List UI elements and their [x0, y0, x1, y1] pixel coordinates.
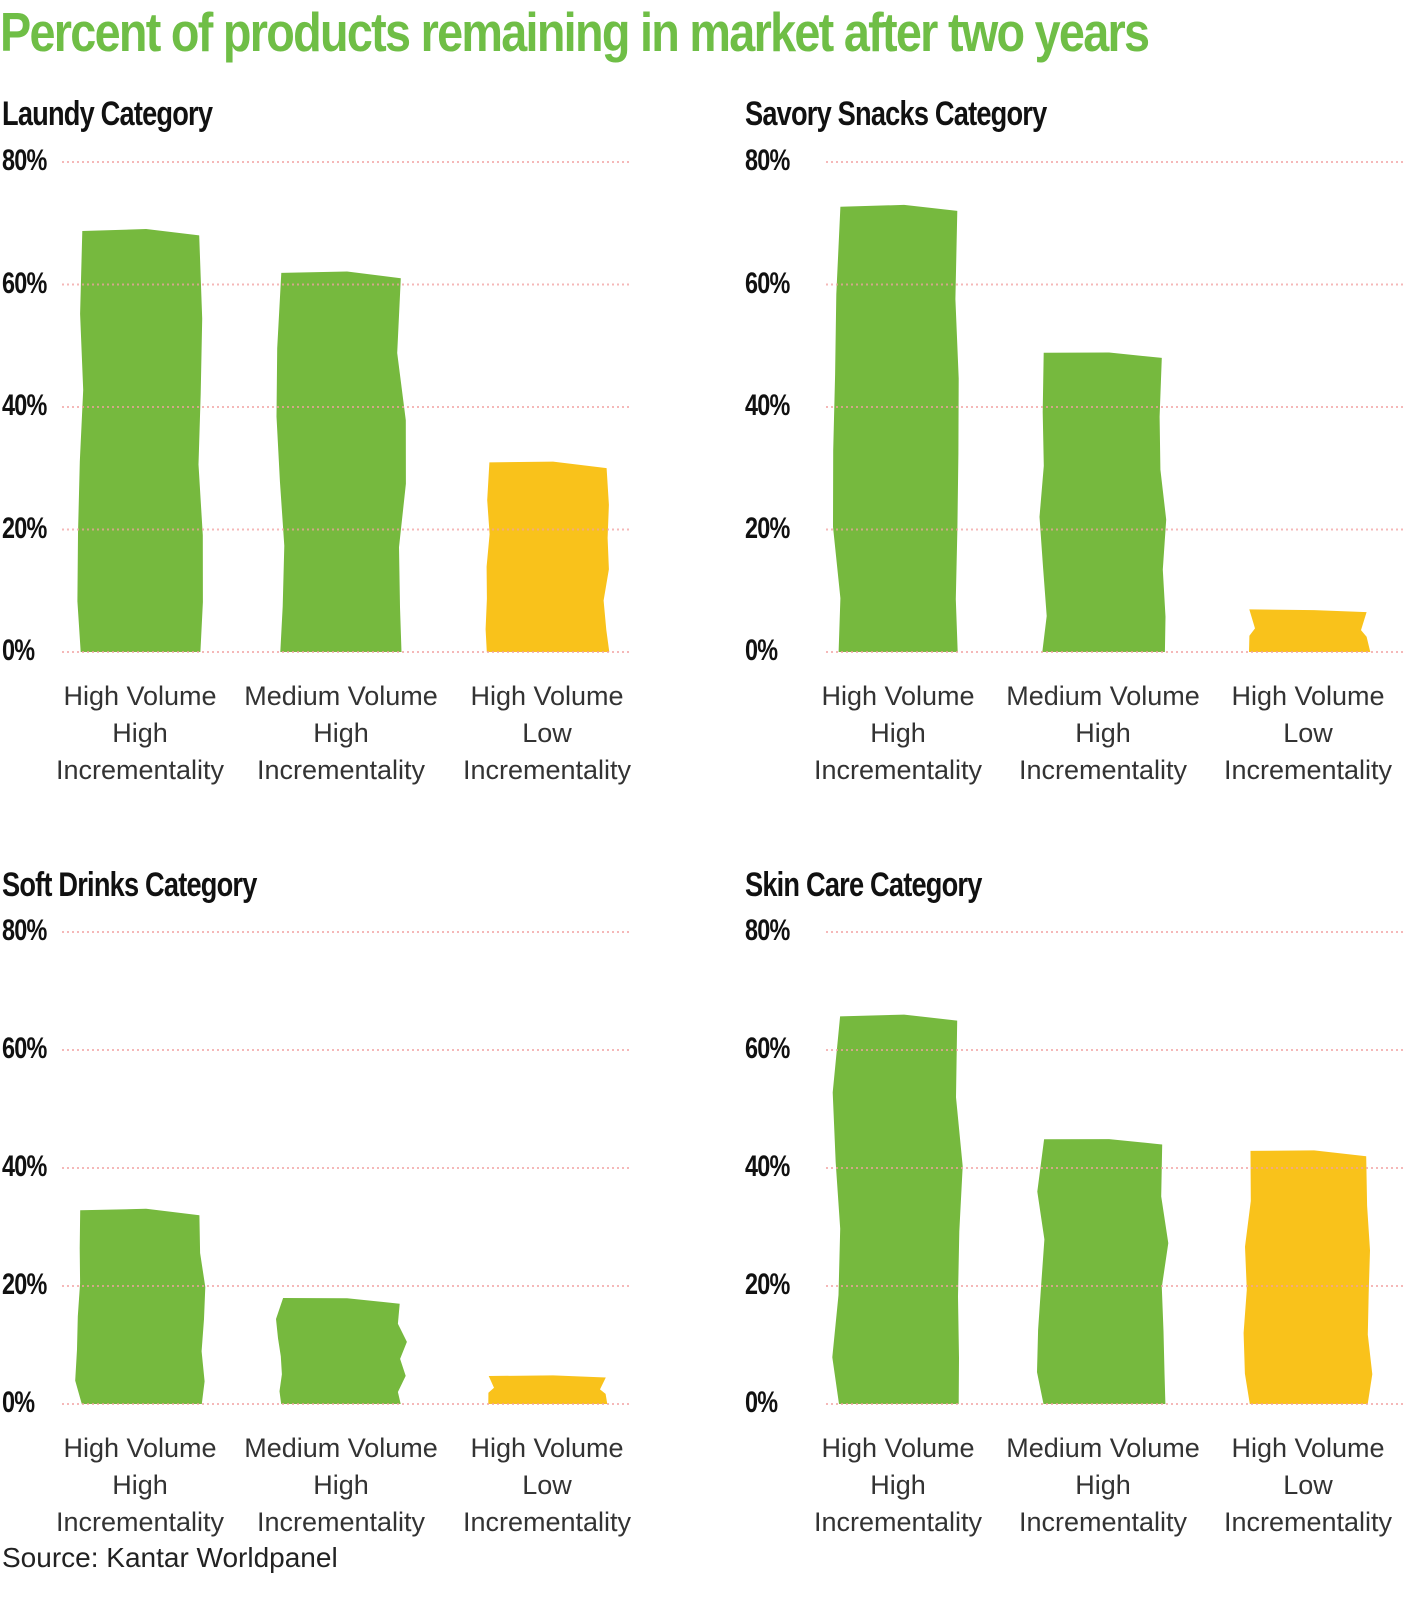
ytick-skin-care-category-0%: 0%: [745, 1386, 778, 1419]
bar-laundy-category-0: [77, 229, 203, 652]
bar-skin-care-category-2: [1243, 1150, 1373, 1404]
bar-laundy-category-2: [485, 461, 610, 652]
ytick-laundy-category-40%: 40%: [2, 389, 47, 422]
source-note: Source: Kantar Worldpanel: [2, 1542, 338, 1573]
ytick-soft-drinks-category-80%: 80%: [2, 914, 47, 947]
ytick-savory-snacks-category-40%: 40%: [745, 389, 790, 422]
bar-savory-snacks-category-1: [1039, 352, 1167, 652]
chart-title-savory-snacks: Savory Snacks Category: [745, 95, 1047, 133]
xlabel-skin-care-category-1: Medium Volume High Incrementality: [1006, 1433, 1200, 1537]
ytick-laundy-category-80%: 80%: [2, 144, 47, 177]
ytick-savory-snacks-category-60%: 60%: [745, 266, 790, 300]
ytick-skin-care-category-60%: 60%: [745, 1032, 790, 1065]
xlabel-soft-drinks-category-0: High Volume High Incrementality: [55, 1433, 225, 1537]
ytick-savory-snacks-category-0%: 0%: [745, 634, 778, 667]
ytick-soft-drinks-category-0%: 0%: [2, 1386, 35, 1419]
xlabel-soft-drinks-category-2: High Volume Low Incrementality: [462, 1433, 632, 1537]
page-title: Percent of products remaining in market …: [0, 1, 1150, 63]
bar-laundy-category-1: [276, 271, 406, 652]
xlabel-soft-drinks-category-1: Medium Volume High Incrementality: [244, 1433, 438, 1537]
xlabel-laundy-category-1: Medium Volume High Incrementality: [244, 681, 438, 785]
xlabel-skin-care-category-0: High Volume High Incrementality: [813, 1433, 983, 1537]
chart-title-laundry: Laundy Category: [2, 95, 213, 133]
ytick-laundy-category-0%: 0%: [2, 634, 35, 667]
chart-title-skin-care: Skin Care Category: [745, 866, 982, 904]
bar-skin-care-category-1: [1037, 1139, 1169, 1404]
ytick-savory-snacks-category-20%: 20%: [745, 511, 790, 545]
xlabel-savory-snacks-category-1: Medium Volume High Incrementality: [1006, 681, 1200, 785]
xlabel-laundy-category-2: High Volume Low Incrementality: [462, 681, 632, 785]
ytick-savory-snacks-category-80%: 80%: [745, 144, 790, 177]
bar-soft-drinks-category-1: [276, 1298, 407, 1404]
bar-soft-drinks-category-2: [488, 1375, 608, 1404]
ytick-soft-drinks-category-60%: 60%: [2, 1032, 47, 1065]
ytick-laundy-category-20%: 20%: [2, 511, 47, 545]
ytick-skin-care-category-40%: 40%: [745, 1150, 790, 1183]
ytick-soft-drinks-category-20%: 20%: [2, 1268, 47, 1301]
bar-skin-care-category-0: [832, 1014, 963, 1404]
xlabel-savory-snacks-category-0: High Volume High Incrementality: [813, 681, 983, 785]
xlabel-laundy-category-0: High Volume High Incrementality: [55, 681, 225, 785]
ytick-soft-drinks-category-40%: 40%: [2, 1150, 47, 1183]
xlabel-skin-care-category-2: High Volume Low Incrementality: [1223, 1433, 1393, 1537]
bar-savory-snacks-category-2: [1249, 609, 1371, 652]
ytick-laundy-category-60%: 60%: [2, 266, 47, 300]
ytick-skin-care-category-20%: 20%: [745, 1268, 790, 1301]
chart-title-soft-drinks: Soft Drinks Category: [2, 866, 257, 904]
xlabel-savory-snacks-category-2: High Volume Low Incrementality: [1223, 681, 1393, 785]
bar-savory-snacks-category-0: [833, 204, 959, 652]
ytick-skin-care-category-80%: 80%: [745, 914, 790, 947]
bar-soft-drinks-category-0: [75, 1208, 206, 1404]
